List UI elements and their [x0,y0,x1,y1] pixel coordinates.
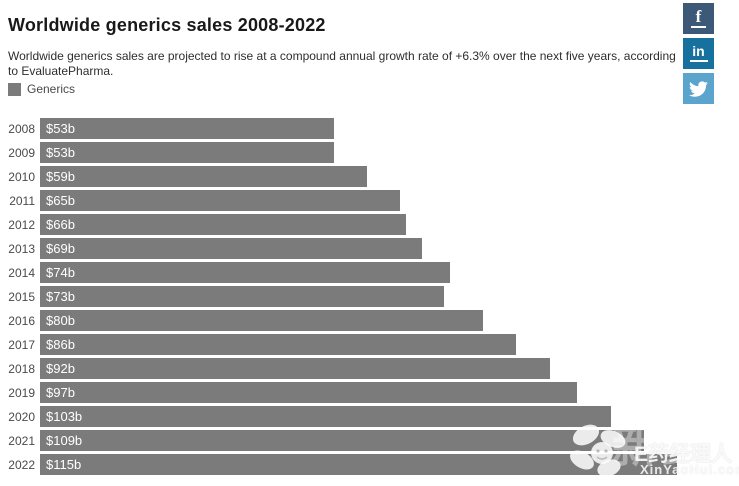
bar[interactable]: $86b [40,334,516,355]
bar[interactable]: $115b [40,454,677,475]
year-label: 2019 [8,385,35,400]
bar-value-label: $53b [46,121,75,136]
chart-row: 2014 $74b [6,262,677,283]
chart-row: 2011 $65b [6,190,677,211]
bar[interactable]: $103b [40,406,611,427]
year-label: 2017 [8,337,35,352]
bar[interactable]: $53b [40,142,334,163]
year-label: 2010 [8,169,35,184]
bar-value-label: $80b [46,313,75,328]
legend-item-generics[interactable]: Generics [8,82,75,96]
linkedin-icon: in [692,43,705,59]
year-label: 2008 [8,121,35,136]
chart-subtitle: Worldwide generics sales are projected t… [8,49,676,78]
chart-row: 2010 $59b [6,166,677,187]
year-label: 2015 [8,289,35,304]
bar-value-label: $115b [46,457,82,472]
bar[interactable]: $53b [40,118,334,139]
bar[interactable]: $92b [40,358,550,379]
bar-value-label: $69b [46,241,75,256]
chart-row: 2022 $115b [6,454,677,475]
chart-rows: 2008 $53b 2009 $53b 2010 $59b 2011 $65b … [6,118,677,475]
chart-row: 2013 $69b [6,238,677,259]
bar[interactable]: $69b [40,238,422,259]
bar-value-label: $74b [46,265,75,280]
chart-row: 2016 $80b [6,310,677,331]
year-label: 2016 [8,313,35,328]
year-label: 2009 [8,145,35,160]
year-label: 2018 [8,361,35,376]
chart-row: 2020 $103b [6,406,677,427]
chart-title: Worldwide generics sales 2008-2022 [8,15,326,36]
facebook-icon: f [695,7,702,26]
linkedin-share-button[interactable]: in [683,38,714,69]
bar-value-label: $86b [46,337,75,352]
bar[interactable]: $80b [40,310,483,331]
year-label: 2020 [8,409,35,424]
bar[interactable]: $109b [40,430,644,451]
chart-row: 2009 $53b [6,142,677,163]
year-label: 2021 [8,433,35,448]
bar-value-label: $66b [46,217,75,232]
chart-row: 2018 $92b [6,358,677,379]
legend-label: Generics [27,82,76,96]
facebook-share-button[interactable]: f [683,3,714,34]
bar-value-label: $92b [46,361,75,376]
bar-value-label: $103b [46,409,83,424]
year-label: 2011 [9,193,35,208]
social-share-bar: f in [683,3,714,104]
bar[interactable]: $74b [40,262,450,283]
year-label: 2013 [8,241,35,256]
bar[interactable]: $73b [40,286,444,307]
bar-value-label: $97b [46,385,75,400]
chart-row: 2015 $73b [6,286,677,307]
twitter-bird-icon [689,80,708,97]
year-label: 2022 [8,457,35,472]
facebook-icon-underline [691,26,706,28]
bar-chart: 2008 $53b 2009 $53b 2010 $59b 2011 $65b … [6,118,677,478]
legend-swatch [8,82,21,96]
chart-row: 2017 $86b [6,334,677,355]
year-label: 2012 [8,217,35,232]
chart-row: 2012 $66b [6,214,677,235]
bar-value-label: $109b [46,433,83,448]
chart-row: 2008 $53b [6,118,677,139]
bar-value-label: $53b [46,145,75,160]
bar[interactable]: $59b [40,166,367,187]
bar-value-label: $73b [46,289,75,304]
twitter-share-button[interactable] [683,73,714,104]
bar[interactable]: $97b [40,382,577,403]
bar-value-label: $65b [46,193,75,208]
linkedin-icon-underline [689,60,708,62]
bar-value-label: $59b [46,169,75,184]
year-label: 2014 [8,265,35,280]
bar[interactable]: $65b [40,190,400,211]
chart-row: 2019 $97b [6,382,677,403]
chart-row: 2021 $109b [6,430,677,451]
bar[interactable]: $66b [40,214,406,235]
